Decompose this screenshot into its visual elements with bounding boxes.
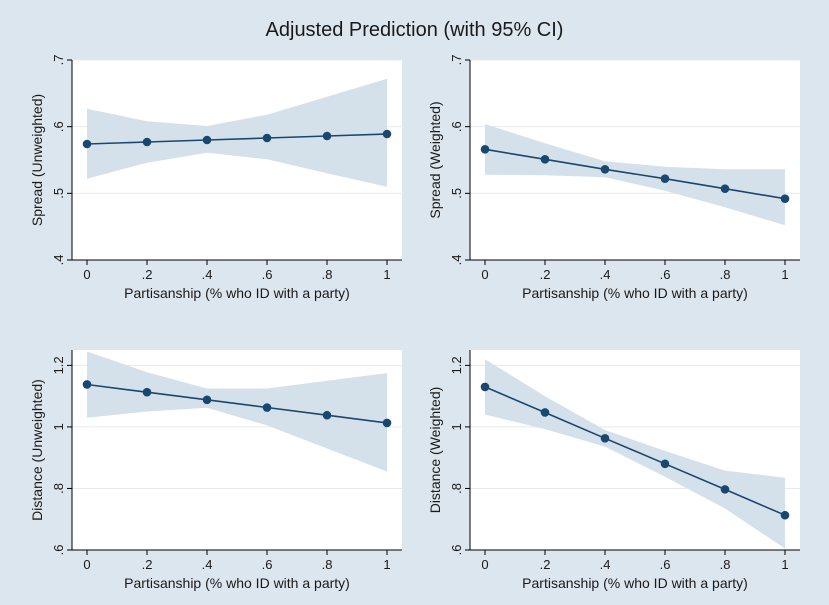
data-point <box>322 131 332 141</box>
x-axis-title: Partisanship (% who ID with a party) <box>522 285 748 301</box>
confidence-band <box>87 78 387 187</box>
x-tick-label: 1 <box>383 557 390 572</box>
x-tick-label: 0 <box>83 557 90 572</box>
data-point <box>480 145 490 154</box>
x-axis-title: Partisanship (% who ID with a party) <box>522 575 748 591</box>
x-tick-label: 0 <box>83 267 90 282</box>
y-tick-label: .6 <box>51 121 66 132</box>
x-tick-label: .6 <box>262 267 273 282</box>
y-axis-title: Distance (Unweighted) <box>29 379 45 521</box>
y-tick-label: .4 <box>51 255 66 266</box>
y-tick-label: .5 <box>449 188 464 199</box>
prediction-line <box>86 383 388 424</box>
y-tick-label: .7 <box>449 55 464 66</box>
data-point <box>780 194 790 203</box>
y-axis-title: Spread (Unweighted) <box>29 94 45 226</box>
chart-panel-4: 0 .2 .4 .6 .8 1 .6 .8 1 1.2 Partisanship (% who ID… <box>427 350 800 591</box>
chart-panel-1: 0 .2 .4 .6 .8 1 .4 .5 .6 .7 Partisanship (% who ID… <box>29 55 402 301</box>
x-tick-label: .2 <box>142 267 153 282</box>
data-point <box>262 133 272 143</box>
y-tick-label: 1 <box>449 423 464 430</box>
data-point <box>720 184 730 193</box>
data-point <box>720 485 730 494</box>
data-point <box>82 139 92 149</box>
x-tick-label: .8 <box>720 557 731 572</box>
x-tick-label: .8 <box>322 557 333 572</box>
data-point <box>540 155 550 164</box>
data-point <box>202 395 212 405</box>
chart-panel-3: 0 .2 .4 .6 .8 1 .6 .8 1 1.2 Partisanship (% who ID… <box>29 350 402 591</box>
x-tick-label: 0 <box>481 267 488 282</box>
data-point <box>142 387 152 397</box>
confidence-band <box>87 351 387 472</box>
y-tick-label: .6 <box>449 545 464 556</box>
data-point <box>600 165 610 174</box>
data-point <box>382 418 392 428</box>
x-tick-label: 1 <box>781 267 788 282</box>
data-point <box>262 403 272 412</box>
y-tick-label: 1.2 <box>449 356 464 374</box>
y-tick-label: .7 <box>51 55 66 66</box>
y-tick-label: .8 <box>51 483 66 494</box>
x-tick-label: .6 <box>660 557 671 572</box>
data-point <box>540 408 550 417</box>
data-point <box>480 382 490 392</box>
x-tick-label: .4 <box>600 557 611 572</box>
y-axis-title: Spread (Weighted) <box>427 101 443 218</box>
y-tick-label: 1 <box>51 423 66 430</box>
data-point <box>202 135 212 145</box>
x-tick-label: .2 <box>540 267 551 282</box>
y-tick-label: .4 <box>449 255 464 266</box>
x-tick-label: .6 <box>660 267 671 282</box>
data-point <box>322 410 332 420</box>
panels: 0 .2 .4 .6 .8 1 .4 .5 .6 .7 Partisanship (% who ID… <box>29 55 800 591</box>
y-tick-label: .5 <box>51 188 66 199</box>
y-tick-label: .8 <box>449 483 464 494</box>
x-axis-title: Partisanship (% who ID with a party) <box>124 285 350 301</box>
data-point <box>660 174 670 183</box>
data-point <box>142 137 152 147</box>
x-tick-label: 1 <box>781 557 788 572</box>
y-tick-label: .6 <box>449 121 464 132</box>
x-tick-label: 1 <box>383 267 390 282</box>
y-tick-label: 1.2 <box>51 356 66 374</box>
prediction-line <box>86 133 388 145</box>
prediction-line <box>484 148 786 200</box>
data-point <box>382 129 392 139</box>
confidence-band <box>485 359 785 549</box>
data-point <box>600 434 610 443</box>
x-tick-label: .2 <box>540 557 551 572</box>
data-point <box>780 510 790 520</box>
x-tick-label: .4 <box>202 267 213 282</box>
data-point <box>660 459 670 469</box>
data-point <box>82 380 92 389</box>
x-tick-label: .8 <box>720 267 731 282</box>
chart-panel-2: 0 .2 .4 .6 .8 1 .4 .5 .6 .7 Partisanship (% who ID… <box>427 55 800 301</box>
x-tick-label: .6 <box>262 557 273 572</box>
y-tick-label: .6 <box>51 545 66 556</box>
figure-title: Adjusted Prediction (with 95% CI) <box>266 19 564 41</box>
x-axis-title: Partisanship (% who ID with a party) <box>124 575 350 591</box>
x-tick-label: .2 <box>142 557 153 572</box>
y-axis-title: Distance (Weighted) <box>427 387 443 514</box>
x-tick-label: .4 <box>600 267 611 282</box>
x-tick-label: 0 <box>481 557 488 572</box>
x-tick-label: .4 <box>202 557 213 572</box>
x-tick-label: .8 <box>322 267 333 282</box>
prediction-line <box>484 386 786 516</box>
